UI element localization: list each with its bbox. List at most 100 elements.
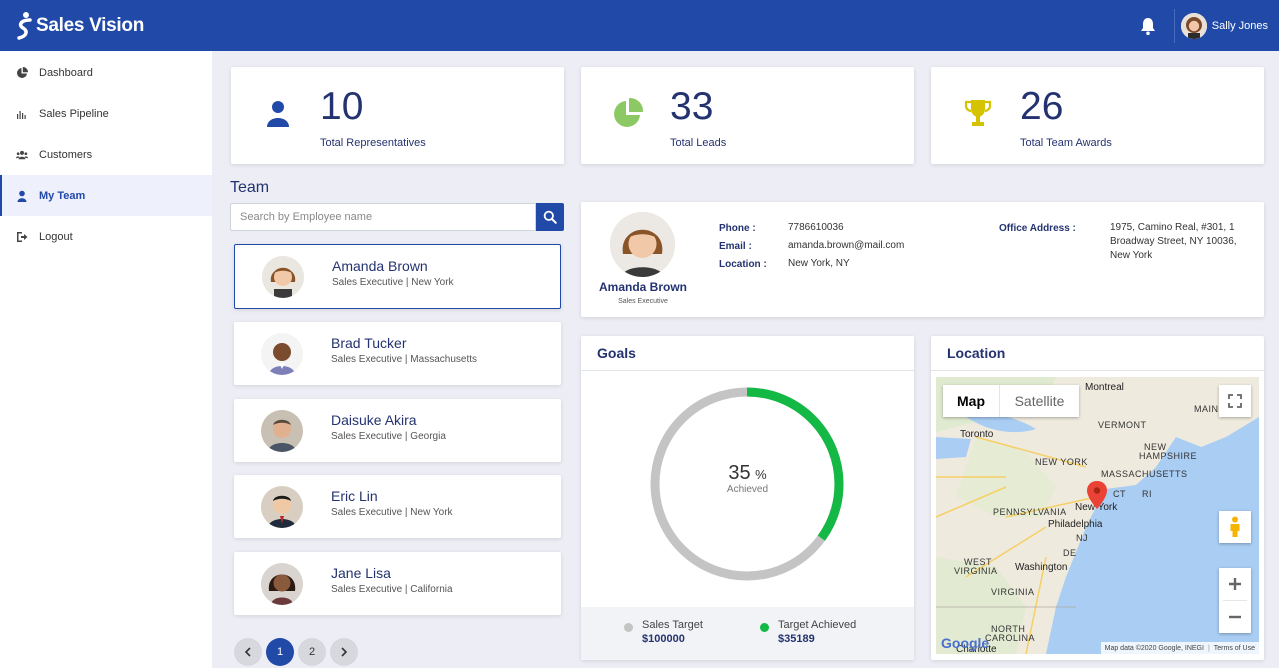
profile-card: Amanda Brown Sales Executive Phone : 778… (581, 202, 1264, 317)
sidebar-item-label: Customers (39, 148, 93, 161)
user-icon (16, 190, 28, 202)
map-label-new-hampshire-1: NEW (1144, 442, 1167, 452)
zoom-in-button[interactable] (1223, 569, 1247, 601)
goals-donut (650, 387, 844, 581)
employee-desc: Sales Executive | Georgia (331, 431, 446, 442)
employee-card-jane-lisa[interactable]: Jane Lisa Sales Executive | California (234, 552, 561, 615)
pagination-prev-button[interactable] (234, 638, 262, 666)
street-view-button[interactable] (1219, 511, 1251, 543)
legend-dot (624, 623, 633, 632)
legend-sales-target: Sales Target $100000 (624, 619, 703, 645)
legend-label: Sales Target (642, 619, 703, 631)
logo-icon (17, 11, 32, 40)
phone-label: Phone : (719, 223, 756, 234)
plus-icon (1229, 578, 1241, 590)
employee-card-brad-tucker[interactable]: Brad Tucker Sales Executive | Massachuse… (234, 322, 561, 385)
map[interactable]: Montreal MAINE Toronto VERMONT NEW HAMPS… (936, 377, 1259, 654)
sidebar-item-label: Sales Pipeline (39, 107, 109, 120)
employee-name: Eric Lin (331, 488, 378, 504)
stat-label: Total Team Awards (1020, 137, 1112, 149)
employee-card-daisuke-akira[interactable]: Daisuke Akira Sales Executive | Georgia (234, 399, 561, 462)
goals-percent-value: 35 (728, 462, 751, 484)
employee-name: Brad Tucker (331, 335, 407, 351)
legend-dot (760, 623, 769, 632)
location-label: Location : (719, 259, 767, 270)
goals-panel: Goals 35 % Achieved Sales Target $100000… (581, 336, 914, 660)
avatar (261, 486, 303, 528)
map-label-ct: CT (1113, 489, 1126, 499)
sidebar-item-label: My Team (39, 189, 86, 202)
location-title: Location (931, 336, 1264, 371)
sidebar-item-logout[interactable]: Logout (0, 216, 212, 257)
sidebar-item-my-team[interactable]: My Team (0, 175, 212, 216)
chevron-right-icon (341, 647, 348, 657)
avatar[interactable] (1180, 12, 1207, 39)
employee-name: Amanda Brown (332, 258, 428, 274)
sidebar: Dashboard Sales Pipeline Customers My Te… (0, 51, 212, 668)
stat-value: 10 (320, 85, 364, 128)
map-label-charlotte: Charlotte (956, 644, 997, 654)
map-label-north-carolina-2: CAROLINA (985, 633, 1036, 643)
zoom-control (1219, 568, 1251, 633)
phone-value: 7786610036 (788, 222, 844, 233)
app-name: Sales Vision (36, 14, 144, 36)
avatar (262, 256, 304, 298)
stat-label: Total Representatives (320, 137, 426, 149)
avatar (261, 410, 303, 452)
employee-card-amanda-brown[interactable]: Amanda Brown Sales Executive | New York (234, 244, 561, 309)
search-input[interactable]: Search by Employee name (230, 203, 536, 231)
map-pin-icon[interactable] (1087, 481, 1107, 511)
profile-name: Amanda Brown (598, 280, 687, 294)
sidebar-item-sales-pipeline[interactable]: Sales Pipeline (0, 93, 212, 134)
map-type-toggle: Map Satellite (943, 385, 1079, 417)
users-icon (16, 149, 28, 161)
map-label-ri: RI (1142, 489, 1152, 499)
team-title: Team (230, 179, 270, 196)
map-label-de: DE (1063, 548, 1077, 558)
minus-icon (1229, 615, 1241, 618)
sidebar-item-dashboard[interactable]: Dashboard (0, 52, 212, 93)
map-terrain (936, 377, 1259, 654)
email-value[interactable]: amanda.brown@mail.com (788, 240, 905, 251)
pagination-page-1[interactable]: 1 (266, 638, 294, 666)
avatar (610, 212, 675, 277)
app-logo[interactable]: Sales Vision (15, 11, 144, 41)
stat-value: 26 (1020, 85, 1064, 128)
employee-name: Daisuke Akira (331, 412, 417, 428)
bar-chart-icon (16, 108, 28, 120)
legend-value: $35189 (778, 633, 815, 645)
legend-target-achieved: Target Achieved $35189 (760, 619, 856, 645)
map-label-west-virginia-1: WEST (964, 557, 992, 567)
user-icon (267, 101, 289, 127)
stat-card-awards: 26 Total Team Awards (931, 67, 1264, 164)
terms-link[interactable]: Terms of Use (1213, 644, 1255, 652)
pagination-page-2[interactable]: 2 (298, 638, 326, 666)
tab-map[interactable]: Map (943, 385, 1000, 417)
map-label-pennsylvania: PENNSYLVANIA (993, 507, 1067, 517)
map-label-virginia: VIRGINIA (991, 587, 1035, 597)
search-button[interactable] (536, 203, 564, 231)
legend-value: $100000 (642, 633, 685, 645)
goals-percent-unit: % (755, 467, 767, 482)
goals-percent: 35 % (581, 462, 914, 485)
employee-name: Jane Lisa (331, 565, 391, 581)
employee-desc: Sales Executive | Massachusetts (331, 354, 477, 365)
goals-legend: Sales Target $100000 Target Achieved $35… (581, 607, 914, 660)
map-data-text: Map data ©2020 Google, INEGI (1104, 644, 1204, 652)
employee-card-eric-lin[interactable]: Eric Lin Sales Executive | New York (234, 475, 561, 538)
map-label-philadelphia: Philadelphia (1048, 519, 1103, 530)
office-address-label: Office Address : (999, 223, 1076, 234)
stat-label: Total Leads (670, 137, 727, 149)
pagination-next-button[interactable] (330, 638, 358, 666)
map-label-montreal: Montreal (1085, 382, 1124, 393)
fullscreen-button[interactable] (1219, 385, 1251, 417)
user-name[interactable]: Sally Jones (1211, 19, 1268, 32)
stat-card-representatives: 10 Total Representatives (231, 67, 564, 164)
tab-satellite[interactable]: Satellite (1014, 393, 1065, 409)
zoom-out-button[interactable] (1228, 601, 1242, 633)
avatar (261, 333, 303, 375)
bell-icon[interactable] (1138, 16, 1158, 36)
sidebar-item-customers[interactable]: Customers (0, 134, 212, 175)
profile-role: Sales Executive (618, 298, 668, 305)
map-attribution: Map data ©2020 Google, INEGI | Terms of … (1100, 642, 1259, 654)
